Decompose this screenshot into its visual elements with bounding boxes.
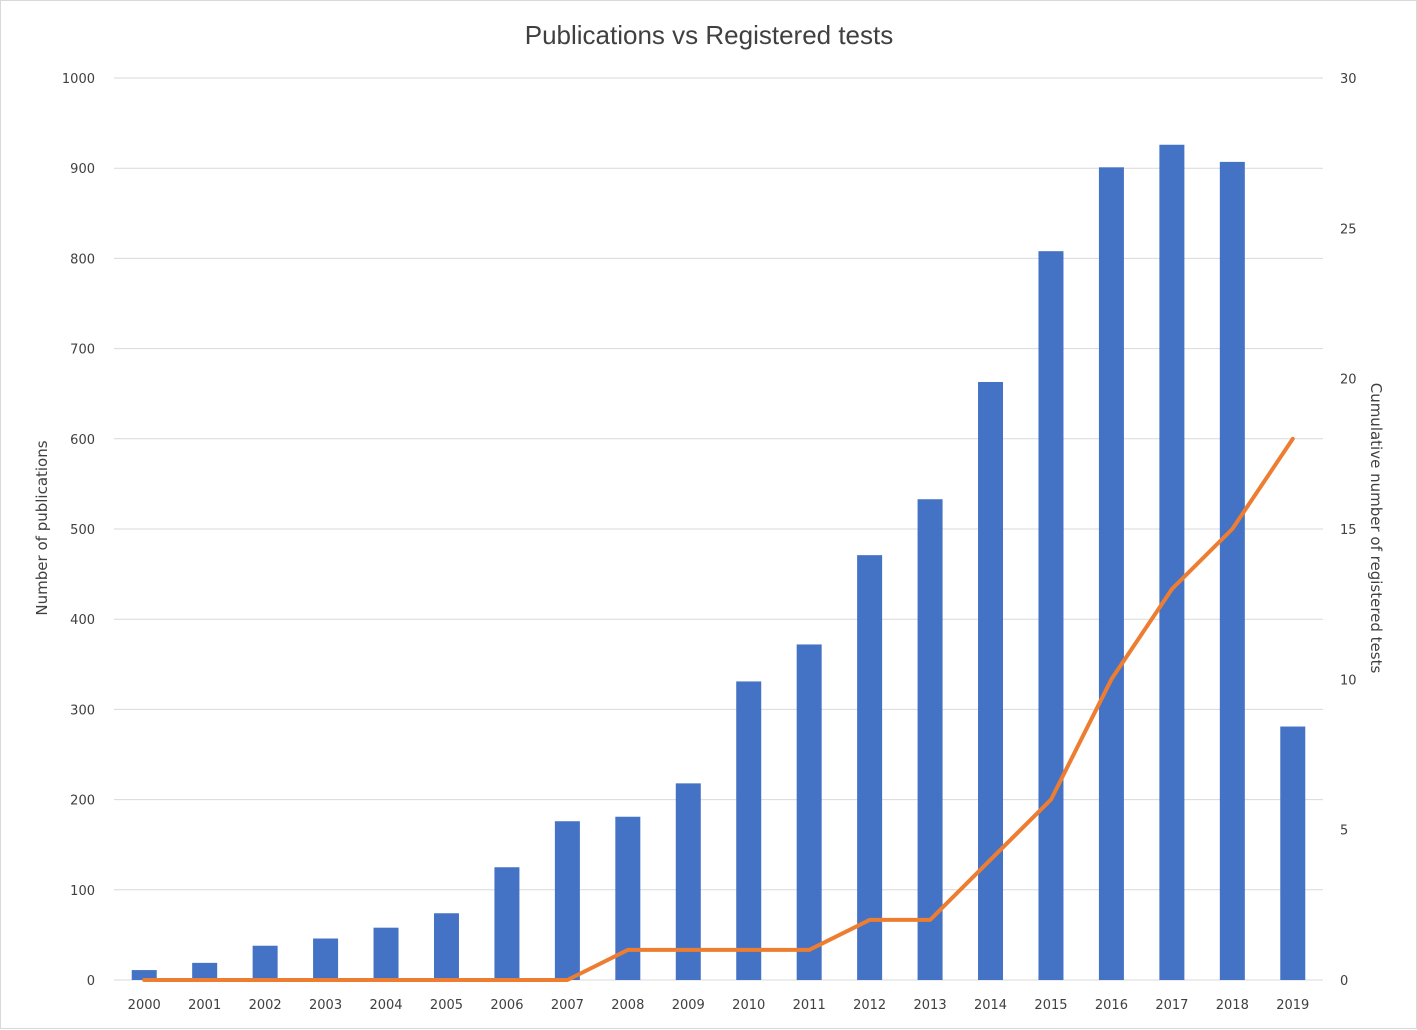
- bar: [978, 381, 1004, 980]
- y-tick-label: 400: [70, 613, 95, 628]
- bar: [373, 927, 399, 980]
- bar: [736, 681, 762, 980]
- bar: [131, 970, 157, 980]
- x-tick-label: 2007: [551, 998, 584, 1013]
- x-axis-ticks: 2000 2001 2002 2003 2004 2005 2006 2007 2008 2009…: [128, 998, 1310, 1013]
- bar: [1159, 144, 1185, 981]
- x-tick-label: 2008: [611, 998, 644, 1013]
- y2-tick-label: 30: [1340, 72, 1357, 87]
- x-tick-label: 2018: [1216, 998, 1249, 1013]
- right-axis-ticks: 0 5 10 15 20 25 30: [1340, 72, 1357, 989]
- x-tick-label: 2017: [1155, 998, 1188, 1013]
- y-tick-label: 1000: [62, 72, 95, 87]
- x-tick-label: 2001: [188, 998, 221, 1013]
- y-tick-label: 100: [70, 884, 95, 899]
- x-tick-label: 2016: [1095, 998, 1128, 1013]
- y-tick-label: 600: [70, 433, 95, 448]
- y2-tick-label: 10: [1340, 673, 1357, 688]
- x-tick-label: 2012: [853, 998, 886, 1013]
- bar: [494, 867, 520, 980]
- bar: [796, 644, 822, 980]
- gridlines: [114, 77, 1323, 981]
- x-tick-label: 2005: [430, 998, 463, 1013]
- x-tick-label: 2015: [1034, 998, 1067, 1013]
- bar: [917, 499, 943, 980]
- bar: [675, 783, 701, 980]
- bar: [1098, 167, 1124, 981]
- x-tick-label: 2011: [793, 998, 826, 1013]
- bar: [252, 945, 278, 980]
- y-axis-label: Number of publications: [33, 440, 51, 615]
- bar: [554, 821, 580, 980]
- y2-tick-label: 20: [1340, 373, 1357, 388]
- y-tick-label: 900: [70, 162, 95, 177]
- y-tick-label: 0: [87, 974, 95, 989]
- x-tick-label: 2013: [914, 998, 947, 1013]
- chart-title: Publications vs Registered tests: [525, 20, 894, 50]
- x-tick-label: 2006: [490, 998, 523, 1013]
- x-tick-label: 2004: [369, 998, 402, 1013]
- y2-tick-label: 5: [1340, 824, 1348, 839]
- bar: [313, 938, 339, 980]
- bar: [192, 962, 218, 980]
- registered-tests-line: [142, 436, 1295, 982]
- left-axis-ticks: 0 100 200 300 400 500 600 700 800 900 1000: [62, 72, 95, 989]
- y-tick-label: 700: [70, 343, 95, 358]
- y-tick-label: 500: [70, 523, 95, 538]
- bar: [1280, 726, 1306, 980]
- y2-tick-label: 15: [1340, 523, 1357, 538]
- y-tick-label: 800: [70, 252, 95, 267]
- x-tick-label: 2019: [1276, 998, 1309, 1013]
- publications-bars: [131, 144, 1306, 981]
- x-tick-label: 2000: [128, 998, 161, 1013]
- x-tick-label: 2003: [309, 998, 342, 1013]
- y-tick-label: 300: [70, 703, 95, 718]
- bar: [1038, 251, 1064, 980]
- bar: [857, 555, 883, 980]
- x-tick-label: 2010: [732, 998, 765, 1013]
- bar: [1219, 161, 1245, 981]
- y2-tick-label: 25: [1340, 222, 1357, 237]
- x-tick-label: 2014: [974, 998, 1007, 1013]
- y-tick-label: 200: [70, 794, 95, 809]
- bar: [433, 913, 459, 980]
- registered-tests-line-group: [142, 436, 1295, 982]
- y2-axis-label: Cumulative number of registered tests: [1367, 383, 1385, 674]
- x-tick-label: 2009: [672, 998, 705, 1013]
- y2-tick-label: 0: [1340, 974, 1348, 989]
- x-tick-label: 2002: [249, 998, 282, 1013]
